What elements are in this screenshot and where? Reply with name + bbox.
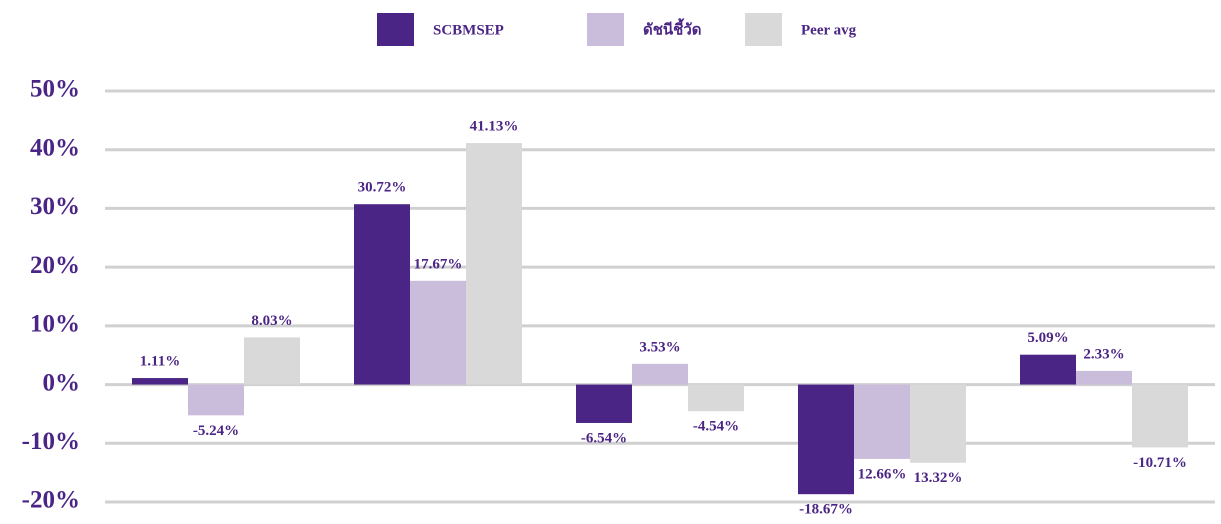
value-label: 2.33% <box>1083 346 1124 362</box>
value-label: 17.67% <box>414 256 463 272</box>
y-tick-label: 20% <box>30 252 80 279</box>
bar <box>1132 384 1188 448</box>
bar <box>188 384 244 416</box>
value-label: 12.66% <box>858 466 907 482</box>
value-label: 3.53% <box>639 339 680 355</box>
value-label: 30.72% <box>358 180 407 196</box>
y-tick-label: 0% <box>43 369 81 396</box>
value-label: -10.71% <box>1133 455 1187 471</box>
value-label: 5.09% <box>1027 330 1068 346</box>
bar <box>798 384 854 495</box>
legend-label: SCBMSEP <box>433 22 504 38</box>
bar <box>688 384 744 412</box>
y-tick-label: 50% <box>30 76 80 103</box>
legend-label: Peer avg <box>801 22 857 38</box>
bar <box>410 280 466 385</box>
bar <box>354 204 410 385</box>
y-tick-label: 10% <box>30 311 80 338</box>
bar <box>466 143 522 385</box>
y-tick-label: 40% <box>30 134 80 161</box>
y-tick-label: -20% <box>22 487 80 514</box>
value-label: 1.11% <box>140 353 180 369</box>
bar <box>244 337 300 385</box>
bar <box>1020 354 1076 385</box>
value-label: 41.13% <box>470 119 519 135</box>
legend-swatch <box>377 13 414 46</box>
y-tick-label: -10% <box>22 428 80 455</box>
bar <box>576 384 632 423</box>
bar <box>1076 370 1132 385</box>
value-label: 8.03% <box>251 313 292 329</box>
value-label: 13.32% <box>914 470 963 486</box>
value-label: -4.54% <box>693 419 739 435</box>
bar <box>910 384 966 463</box>
legend-label: ดัชนีชี้วัด <box>643 17 702 38</box>
bar <box>132 378 188 385</box>
bar <box>854 384 910 459</box>
bar <box>632 363 688 385</box>
legend-swatch <box>587 13 624 46</box>
legend-swatch <box>745 13 782 46</box>
y-tick-label: 30% <box>30 193 80 220</box>
value-label: -6.54% <box>581 430 627 446</box>
value-label: -18.67% <box>799 502 853 518</box>
value-label: -5.24% <box>193 423 239 439</box>
